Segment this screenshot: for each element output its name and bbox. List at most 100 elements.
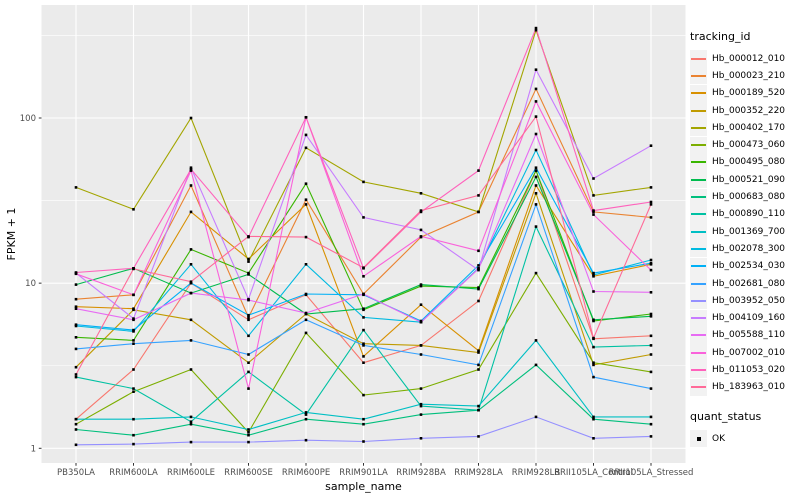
data-point <box>649 315 653 318</box>
data-point <box>304 417 308 421</box>
data-point <box>189 318 193 322</box>
data-point <box>362 216 365 219</box>
x-tick-label: RRIM928LA <box>454 468 503 478</box>
data-point <box>247 313 250 317</box>
legend-key <box>690 257 707 275</box>
data-point <box>534 87 538 91</box>
legend-key <box>690 223 707 241</box>
data-point <box>247 370 250 374</box>
data-point <box>247 387 250 390</box>
data-point <box>132 267 135 271</box>
y-tick-label: 1 <box>31 444 36 454</box>
data-point <box>534 184 538 187</box>
data-point <box>477 368 480 371</box>
series-color-line-icon <box>691 74 706 77</box>
data-point <box>362 275 365 278</box>
data-point <box>132 339 135 342</box>
data-point <box>534 175 538 179</box>
data-point <box>304 146 308 150</box>
data-point <box>304 182 308 185</box>
data-point <box>189 420 193 423</box>
data-point <box>247 433 250 437</box>
data-point <box>477 408 480 412</box>
legend-item-label: Hb_011053_020 <box>712 364 786 375</box>
legend-item-label: Hb_000683_080 <box>712 192 786 203</box>
legend: tracking_id Hb_000012_010 Hb_000023_210 Hb… <box>690 30 786 448</box>
data-point <box>74 336 78 339</box>
data-point <box>649 216 653 219</box>
legend-item: Hb_000473_060 <box>690 136 785 154</box>
data-point <box>534 100 538 103</box>
data-point <box>419 284 423 288</box>
data-point <box>247 257 250 261</box>
legend-key <box>690 153 707 171</box>
legend-key <box>690 50 707 68</box>
data-point <box>74 365 78 369</box>
data-point <box>477 169 480 172</box>
data-point <box>419 320 423 324</box>
legend-item: Hb_000023_210 <box>690 67 785 85</box>
data-point <box>189 339 193 342</box>
data-point <box>477 351 480 354</box>
series-color-line-icon <box>691 368 706 371</box>
data-point <box>419 402 423 406</box>
legend-item: Hb_000189_520 <box>690 84 785 102</box>
series-color-line-icon <box>691 161 706 164</box>
data-point <box>649 387 653 390</box>
data-point <box>362 180 365 184</box>
x-tick-label: PB350LA <box>57 468 95 478</box>
legend-key <box>690 102 707 120</box>
y-tick-label: 10 <box>25 279 36 289</box>
legend-item: Hb_000402_170 <box>690 119 785 137</box>
data-point <box>534 203 538 206</box>
data-point <box>362 342 365 345</box>
data-point <box>362 361 365 364</box>
series-color-line-icon <box>691 334 706 337</box>
data-point <box>592 273 595 277</box>
legend-item-label: Hb_002078_300 <box>712 243 786 254</box>
x-tick-label: RRIM600PE <box>282 468 330 478</box>
data-point <box>74 297 78 301</box>
data-point <box>419 387 423 390</box>
data-point <box>477 286 480 289</box>
series-color-line-icon <box>691 196 706 199</box>
data-point <box>592 209 595 212</box>
data-point <box>592 318 595 322</box>
legend-item-label: Hb_000495_080 <box>712 157 786 168</box>
data-point <box>649 334 653 338</box>
data-point <box>132 433 135 437</box>
legend-item: Hb_002078_300 <box>690 240 786 258</box>
data-point <box>304 203 308 206</box>
legend-key <box>690 292 707 310</box>
series-color-line-icon <box>691 386 706 389</box>
legend-item-ok: OK <box>690 430 785 448</box>
legend-item: Hb_000683_080 <box>690 188 786 206</box>
data-point <box>534 415 538 419</box>
legend-key <box>690 171 707 189</box>
data-point <box>304 198 308 201</box>
legend-key <box>690 240 707 258</box>
x-tick-label: RRIM928BA <box>396 468 446 478</box>
data-point <box>247 440 250 444</box>
data-point <box>189 248 193 251</box>
data-point <box>649 415 653 419</box>
data-point <box>74 373 78 376</box>
data-point <box>534 148 538 152</box>
data-point <box>649 200 653 204</box>
data-point <box>419 404 423 408</box>
legend-item: Hb_000352_220 <box>690 102 785 120</box>
legend-item: Hb_000890_110 <box>690 205 785 223</box>
data-point <box>189 440 193 444</box>
data-point <box>132 208 135 211</box>
data-point <box>247 428 250 431</box>
data-point <box>419 437 423 440</box>
data-point <box>189 415 193 419</box>
data-point <box>132 387 135 390</box>
legend-key <box>690 119 707 137</box>
data-point <box>247 271 250 275</box>
legend-item-label: Hb_183963_010 <box>712 382 786 393</box>
legend-item-label: Hb_005588_110 <box>712 330 786 341</box>
series-color-line-icon <box>691 351 706 354</box>
data-point <box>362 266 365 269</box>
